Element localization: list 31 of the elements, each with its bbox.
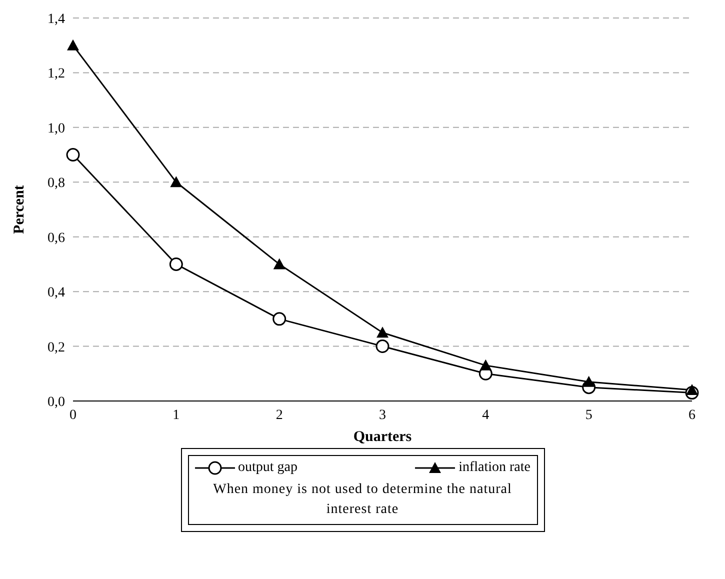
y-tick-label: 1,4 [48,12,65,27]
y-tick-label: 0,8 [48,176,65,192]
y-tick-label: 0,6 [48,230,65,246]
point [376,340,390,354]
y-tick-label: 0,2 [48,340,65,356]
point [67,39,79,50]
y-tick-label: 0,0 [48,394,65,410]
y-axis-title: Percent [11,185,28,234]
legend-label: inflation rate [458,460,530,476]
x-tick-label: 6 [688,408,696,423]
x-tick-label: 0 [70,408,76,423]
point [480,359,492,370]
point [272,312,286,326]
x-axis-title: Quarters [353,429,412,445]
x-tick-label: 4 [482,408,490,423]
point [582,376,595,387]
point [169,257,183,271]
point [376,326,388,338]
x-tick-label: 1 [172,408,180,423]
text: When money is not used to determine the natural interest rate [212,481,513,519]
y-tick-label: 1,2 [48,66,65,82]
x-tick-label: 5 [585,408,592,423]
x-tick-label: 3 [379,408,386,423]
x-tick-label: 2 [276,408,283,423]
point [273,258,286,270]
y-tick-label: 1,0 [48,121,65,136]
point [170,176,182,188]
legend-label: output gap [237,460,298,476]
point [686,384,698,396]
point [66,148,80,162]
y-tick-label: 0,4 [48,286,65,301]
